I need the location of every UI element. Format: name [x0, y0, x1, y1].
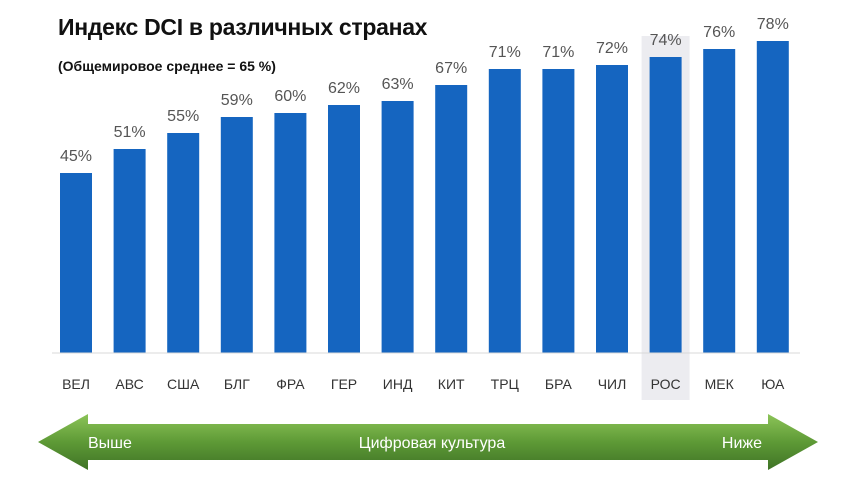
bar-value-label: 72% [596, 40, 628, 57]
bar [542, 69, 575, 353]
category-label: ЮА [761, 376, 785, 392]
bar [703, 49, 736, 353]
bar [167, 133, 200, 353]
bar [220, 117, 253, 353]
category-label: КИТ [438, 376, 465, 392]
category-label: БЛГ [224, 376, 250, 392]
bar [596, 65, 628, 353]
bar [488, 69, 521, 353]
bar-value-label: 60% [274, 88, 306, 105]
chart-subtitle: (Общемировое среднее = 65 %) [58, 58, 276, 74]
bar-value-label: 76% [703, 24, 735, 41]
bar-value-label: 59% [221, 92, 253, 109]
digital-culture-arrow: Выше Цифровая культура Ниже [38, 414, 818, 470]
bar-value-label: 45% [60, 148, 92, 165]
bar [381, 101, 414, 353]
bar-value-label: 62% [328, 80, 360, 97]
category-label: ТРЦ [491, 376, 520, 392]
bar-value-label: 51% [114, 124, 146, 141]
chart-title: Индекс DCI в различных странах [58, 14, 428, 40]
bar [113, 149, 146, 353]
category-label: ВЕЛ [62, 376, 90, 392]
bar [328, 105, 360, 353]
category-label: АВС [115, 376, 143, 392]
labels-layer: 45% ВЕЛ 51% АВС 55% США 59% БЛГ 60% ФРА 62% ГЕР 63% И… [60, 16, 789, 392]
bar-value-label: 55% [167, 108, 199, 125]
bar-value-label: 78% [757, 16, 789, 33]
bar [756, 41, 789, 353]
bar [274, 113, 307, 353]
bar-value-label: 71% [542, 44, 574, 61]
arrow-shape [38, 414, 818, 470]
bar-value-label: 63% [382, 76, 414, 93]
bar [649, 57, 682, 353]
bar [435, 85, 468, 353]
bar-value-label: 71% [489, 44, 521, 61]
category-label: ГЕР [331, 376, 357, 392]
category-label: ЧИЛ [598, 376, 627, 392]
bars-layer [60, 41, 789, 353]
arrow-center-label: Цифровая культура [359, 435, 506, 452]
bar [60, 173, 92, 353]
category-label: ФРА [276, 376, 305, 392]
bar-value-label: 67% [435, 60, 467, 77]
arrow-right-label: Ниже [722, 435, 762, 452]
category-label: МЕК [705, 376, 735, 392]
category-label: ИНД [383, 376, 413, 392]
category-label: США [167, 376, 200, 392]
bar-value-label: 74% [650, 32, 682, 49]
arrow-left-label: Выше [88, 435, 132, 452]
category-label: БРА [545, 376, 573, 392]
category-label: РОС [651, 376, 681, 392]
